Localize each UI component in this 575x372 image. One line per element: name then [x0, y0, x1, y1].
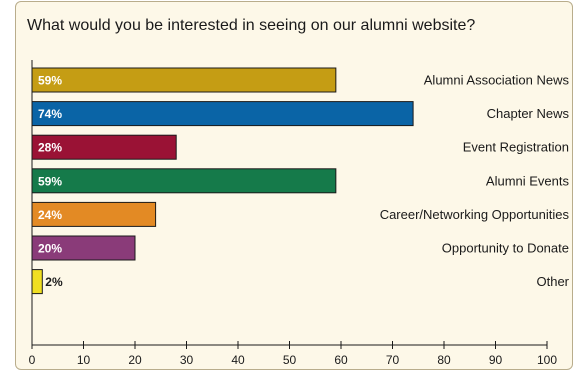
x-tick-label: 100 — [537, 353, 557, 367]
bar-value-label: 2% — [45, 275, 63, 289]
bar — [31, 101, 414, 127]
x-tick-label: 50 — [283, 353, 297, 367]
bar-value-label: 59% — [38, 174, 62, 188]
x-tick-label: 70 — [386, 353, 400, 367]
category-label: Alumni Association News — [424, 73, 570, 88]
bar — [31, 168, 337, 194]
x-tick-label: 90 — [489, 353, 503, 367]
chart-title: What would you be interested in seeing o… — [27, 17, 476, 34]
bar-value-label: 24% — [38, 208, 62, 222]
category-label: Chapter News — [487, 106, 570, 121]
category-label: Other — [536, 274, 569, 289]
bar — [31, 269, 43, 295]
category-label: Alumni Events — [486, 173, 570, 188]
x-tick-label: 80 — [437, 353, 451, 367]
x-tick-label: 20 — [128, 353, 142, 367]
x-tick-label: 40 — [231, 353, 245, 367]
x-tick-label: 0 — [29, 353, 36, 367]
category-label: Career/Networking Opportunities — [380, 207, 570, 222]
category-label: Opportunity to Donate — [442, 241, 569, 256]
bar-value-label: 74% — [38, 107, 62, 121]
bar — [31, 67, 337, 93]
x-tick-label: 30 — [180, 353, 194, 367]
bar-value-label: 59% — [38, 74, 62, 88]
category-label: Event Registration — [463, 140, 569, 155]
bar-value-label: 28% — [38, 141, 62, 155]
bar-value-label: 20% — [38, 242, 62, 256]
bar — [31, 235, 136, 261]
x-tick-label: 10 — [77, 353, 91, 367]
x-tick-label: 60 — [334, 353, 348, 367]
bar — [31, 134, 177, 160]
